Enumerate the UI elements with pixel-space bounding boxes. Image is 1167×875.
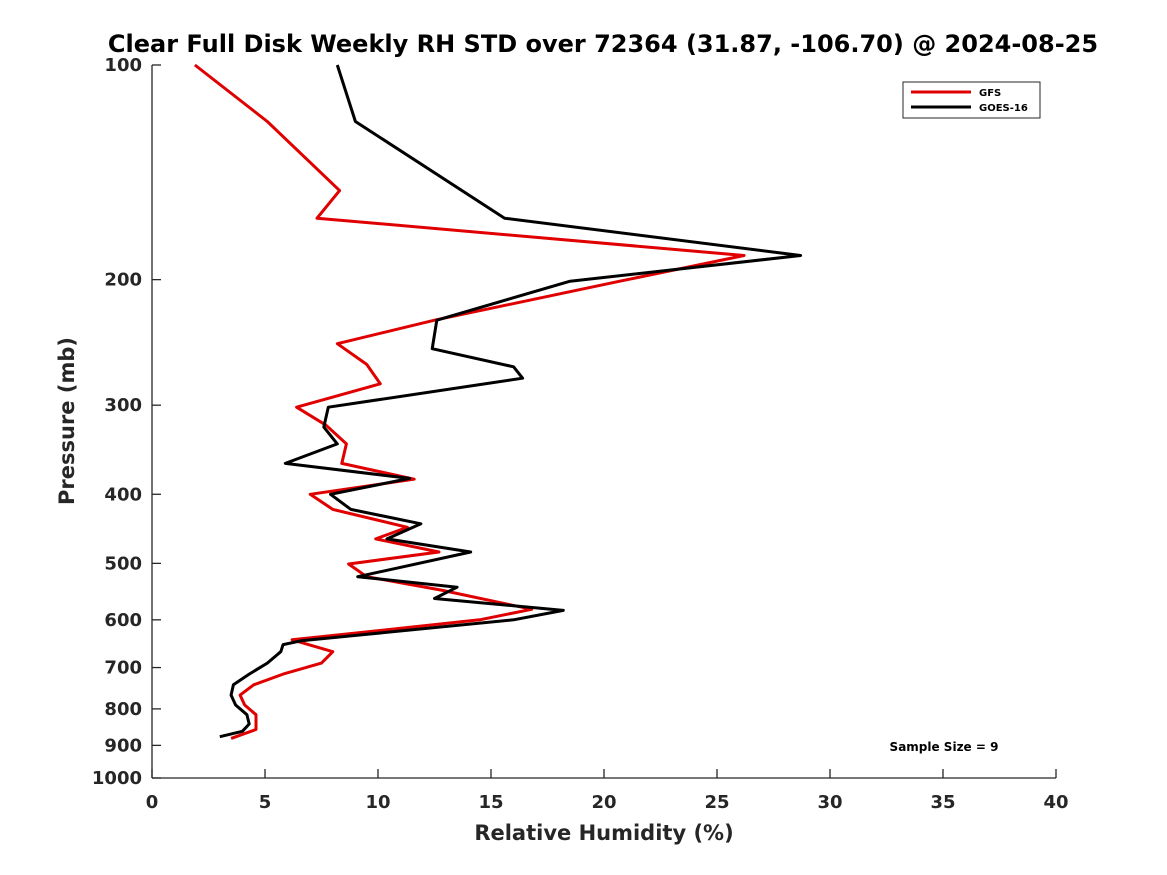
- x-tick-label: 10: [365, 792, 390, 813]
- axes: 0 5 10 15 20 25 30 35 40 100 200 300 400 500 600 700 80…: [92, 55, 1069, 813]
- x-tick-label: 15: [478, 792, 503, 813]
- plot-area: [152, 65, 1056, 778]
- x-tick-label: 40: [1043, 792, 1068, 813]
- legend-label: GOES-16: [979, 103, 1028, 114]
- legend-box: [902, 81, 1041, 119]
- y-tick-label: 800: [104, 699, 142, 720]
- x-tick-label: 20: [591, 792, 616, 813]
- y-tick-label: 600: [104, 610, 142, 631]
- y-axis-label: Pressure (mb): [55, 337, 79, 505]
- series-lines: [193, 63, 803, 740]
- legend-items: GFS GOES-16: [911, 88, 1028, 114]
- x-tick-label: 35: [930, 792, 955, 813]
- x-tick-label: 5: [259, 792, 272, 813]
- y-tick-label: 1000: [92, 768, 142, 789]
- series-line-goes-16: [219, 64, 803, 739]
- x-axis-ticks: 0 5 10 15 20 25 30 35 40: [146, 769, 1069, 813]
- x-tick-label: 25: [704, 792, 729, 813]
- legend-label: GFS: [979, 88, 1001, 99]
- y-tick-label: 300: [104, 395, 142, 416]
- sample-size-annotation: Sample Size = 9: [890, 740, 999, 754]
- y-axis-ticks: 100 200 300 400 500 600 700 800 900 1000: [92, 55, 161, 789]
- y-tick-label: 400: [104, 484, 142, 505]
- x-tick-label: 0: [146, 792, 159, 813]
- chart-title: Clear Full Disk Weekly RH STD over 72364…: [108, 30, 1098, 58]
- y-tick-label: 900: [104, 735, 142, 756]
- y-tick-label: 100: [104, 55, 142, 76]
- y-tick-label: 200: [104, 270, 142, 291]
- series-line-gfs: [193, 63, 746, 740]
- x-axis-label: Relative Humidity (%): [474, 821, 733, 845]
- y-tick-label: 700: [104, 658, 142, 679]
- legend: GFS GOES-16: [902, 81, 1041, 119]
- y-tick-label: 500: [104, 553, 142, 574]
- x-tick-label: 30: [817, 792, 842, 813]
